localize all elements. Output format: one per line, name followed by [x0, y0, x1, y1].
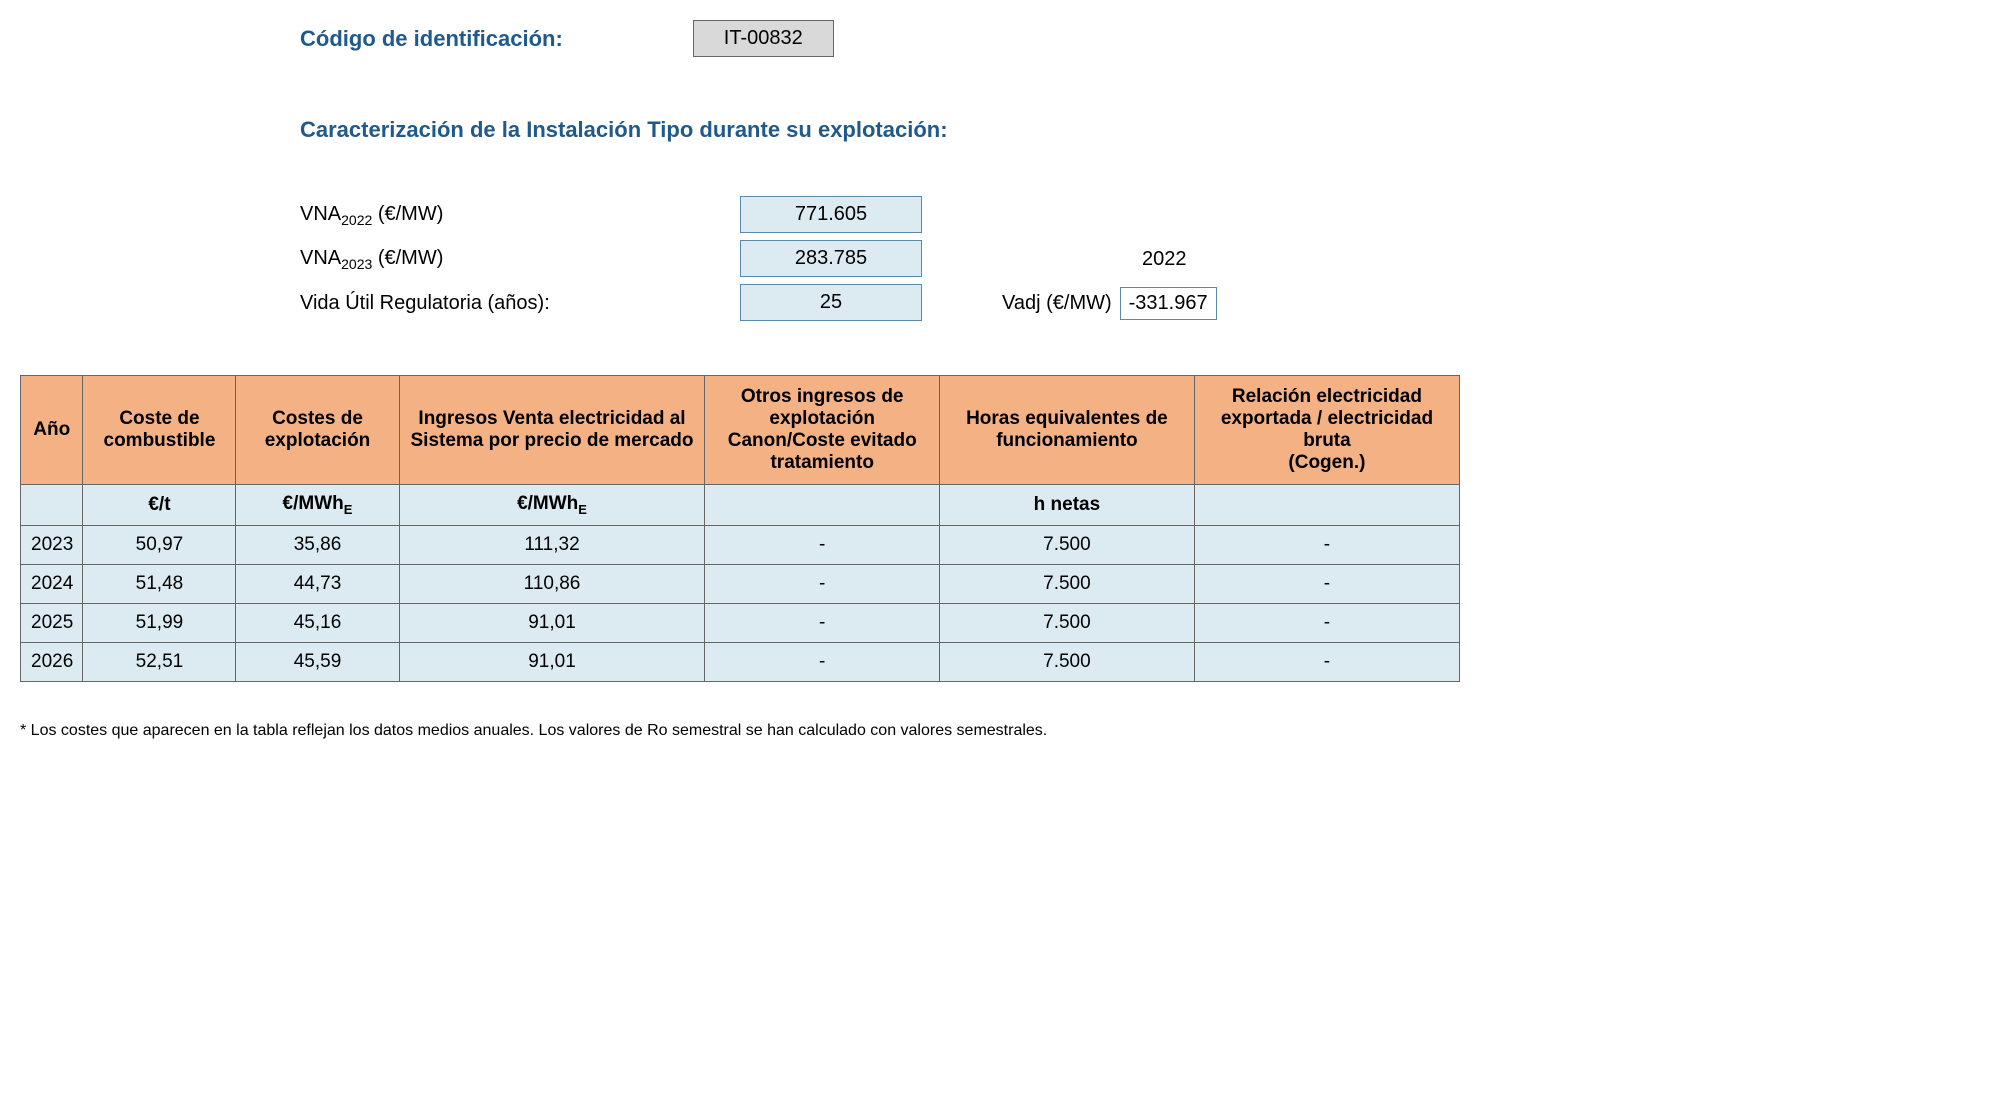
cell-coste_comb: 50,97	[83, 525, 236, 564]
cell-anio: 2026	[21, 642, 83, 681]
identification-row: Código de identificación: IT-00832	[300, 20, 1980, 57]
table-header-row: Año Coste de combustible Costes de explo…	[21, 376, 1460, 485]
side-year: 2022	[1142, 248, 1187, 271]
th-ingresos-venta: Ingresos Venta electricidad al Sistema p…	[399, 376, 705, 485]
vna2023-row: VNA2023 (€/MW) 283.785 2022	[300, 237, 1980, 281]
cell-costes_expl: 44,73	[236, 564, 399, 603]
table-row: 202652,5145,5991,01-7.500-	[21, 642, 1460, 681]
vna-prefix2: VNA	[300, 247, 341, 269]
vna2022-value: 771.605	[740, 196, 922, 233]
cell-otros_ingresos: -	[705, 603, 940, 642]
th-relacion: Relación electricidad exportada / electr…	[1194, 376, 1459, 485]
cell-relacion: -	[1194, 642, 1459, 681]
vida-label: Vida Útil Regulatoria (años):	[300, 292, 740, 315]
th-coste-comb: Coste de combustible	[83, 376, 236, 485]
vna2022-label: VNA2022 (€/MW)	[300, 203, 740, 228]
th-costes-expl: Costes de explotación	[236, 376, 399, 485]
vadj-label: Vadj (€/MW)	[1002, 292, 1112, 315]
vna2023-sub: 2023	[341, 256, 372, 272]
unit-otros-ingresos	[705, 485, 940, 526]
cell-coste_comb: 51,99	[83, 603, 236, 642]
table-row: 202551,9945,1691,01-7.500-	[21, 603, 1460, 642]
cell-horas_eq: 7.500	[939, 525, 1194, 564]
vna-prefix: VNA	[300, 203, 341, 225]
cell-relacion: -	[1194, 564, 1459, 603]
cell-anio: 2023	[21, 525, 83, 564]
units-row: €/t €/MWhE €/MWhE h netas	[21, 485, 1460, 526]
unit-costes-expl: €/MWhE	[236, 485, 399, 526]
unit-costes-expl-sub: E	[344, 502, 353, 517]
vna-unit2: (€/MW)	[372, 247, 443, 269]
vna2023-label: VNA2023 (€/MW)	[300, 247, 740, 272]
cell-otros_ingresos: -	[705, 642, 940, 681]
unit-anio	[21, 485, 83, 526]
cell-relacion: -	[1194, 525, 1459, 564]
cell-costes_expl: 35,86	[236, 525, 399, 564]
footnote: * Los costes que aparecen en la tabla re…	[20, 722, 1980, 740]
th-horas-eq: Horas equivalentes de funcionamiento	[939, 376, 1194, 485]
vida-row: Vida Útil Regulatoria (años): 25 Vadj (€…	[300, 281, 1980, 325]
cell-ingresos_venta: 111,32	[399, 525, 705, 564]
table-row: 202451,4844,73110,86-7.500-	[21, 564, 1460, 603]
cell-coste_comb: 52,51	[83, 642, 236, 681]
vna2023-value: 283.785	[740, 240, 922, 277]
vna2022-row: VNA2022 (€/MW) 771.605	[300, 193, 1980, 237]
vida-value: 25	[740, 284, 922, 321]
cell-horas_eq: 7.500	[939, 642, 1194, 681]
vna-unit: (€/MW)	[372, 203, 443, 225]
cell-costes_expl: 45,16	[236, 603, 399, 642]
cell-anio: 2025	[21, 603, 83, 642]
cell-costes_expl: 45,59	[236, 642, 399, 681]
unit-ingresos-venta: €/MWhE	[399, 485, 705, 526]
data-table: Año Coste de combustible Costes de explo…	[20, 375, 1460, 682]
unit-horas-eq: h netas	[939, 485, 1194, 526]
cell-ingresos_venta: 91,01	[399, 642, 705, 681]
code-label: Código de identificación:	[300, 26, 563, 52]
cell-horas_eq: 7.500	[939, 603, 1194, 642]
vna2022-sub: 2022	[341, 212, 372, 228]
cell-coste_comb: 51,48	[83, 564, 236, 603]
cell-relacion: -	[1194, 603, 1459, 642]
unit-ingresos-venta-sub: E	[578, 502, 587, 517]
caracterization-title: Caracterización de la Instalación Tipo d…	[300, 117, 1980, 143]
th-relacion-text: Relación electricidad exportada / electr…	[1221, 386, 1433, 473]
unit-coste-comb: €/t	[83, 485, 236, 526]
th-anio: Año	[21, 376, 83, 485]
cell-otros_ingresos: -	[705, 525, 940, 564]
parameters-block: VNA2022 (€/MW) 771.605 VNA2023 (€/MW) 28…	[300, 193, 1980, 325]
vadj-value: -331.967	[1120, 287, 1217, 320]
cell-anio: 2024	[21, 564, 83, 603]
vadj-wrap: Vadj (€/MW) -331.967	[1002, 287, 1217, 320]
unit-costes-expl-pref: €/MWh	[283, 493, 344, 514]
unit-ingresos-venta-pref: €/MWh	[517, 493, 578, 514]
cell-ingresos_venta: 91,01	[399, 603, 705, 642]
unit-relacion	[1194, 485, 1459, 526]
cell-ingresos_venta: 110,86	[399, 564, 705, 603]
cell-horas_eq: 7.500	[939, 564, 1194, 603]
cell-otros_ingresos: -	[705, 564, 940, 603]
code-value-box: IT-00832	[693, 20, 834, 57]
table-row: 202350,9735,86111,32-7.500-	[21, 525, 1460, 564]
th-otros-ingresos: Otros ingresos de explotación Canon/Cost…	[705, 376, 940, 485]
